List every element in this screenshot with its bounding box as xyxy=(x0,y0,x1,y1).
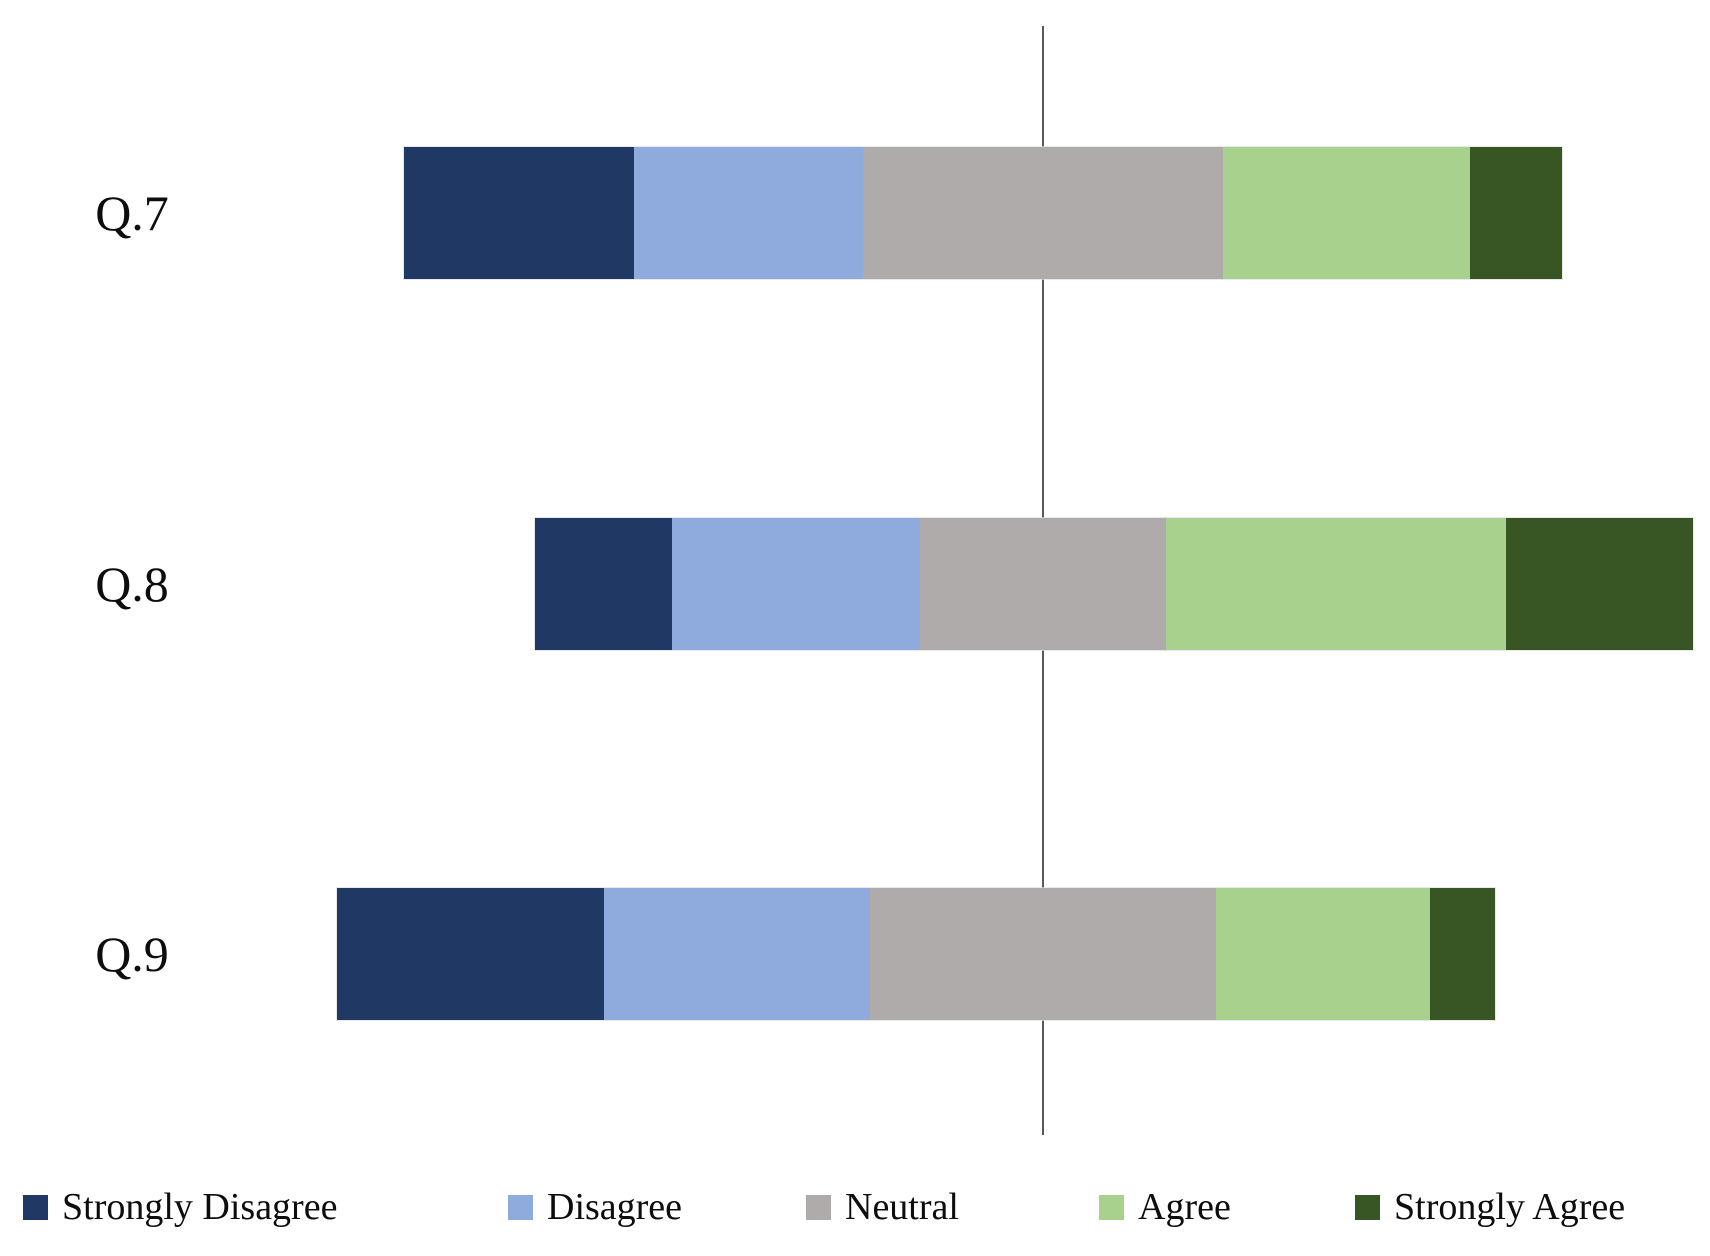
legend-item-agree: Agree xyxy=(1099,1181,1231,1233)
bar-row-q-9 xyxy=(335,887,1496,1021)
legend-item-disagree: Disagree xyxy=(508,1181,682,1233)
legend-label-strongly-agree: Strongly Agree xyxy=(1394,1186,1626,1228)
bar-segment-disagree xyxy=(604,888,871,1020)
bar-segment-agree xyxy=(1166,518,1506,650)
legend-swatch-neutral xyxy=(806,1194,831,1220)
bar-segment-neutral xyxy=(919,518,1167,650)
legend-label-agree: Agree xyxy=(1138,1186,1231,1228)
legend-swatch-agree xyxy=(1099,1194,1124,1220)
bar-segment-strongly-agree xyxy=(1429,888,1495,1020)
bar-segment-agree xyxy=(1223,147,1470,279)
bar-segment-neutral xyxy=(870,888,1216,1020)
legend-label-strongly-disagree: Strongly Disagree xyxy=(62,1186,338,1228)
bar-row-q-8 xyxy=(534,517,1695,651)
bar-segment-strongly-agree xyxy=(1505,518,1694,650)
legend-swatch-strongly-agree xyxy=(1355,1194,1380,1220)
category-label-q-8: Q.8 xyxy=(95,556,169,612)
bar-segment-strongly-disagree xyxy=(404,147,634,279)
bar-segment-strongly-disagree xyxy=(336,888,605,1020)
legend-item-strongly-agree: Strongly Agree xyxy=(1355,1181,1625,1233)
bar-segment-disagree xyxy=(633,147,863,279)
bar-segment-strongly-agree xyxy=(1469,147,1563,279)
legend-item-neutral: Neutral xyxy=(806,1181,959,1233)
bar-segment-disagree xyxy=(671,518,920,650)
legend-item-strongly-disagree: Strongly Disagree xyxy=(23,1181,337,1233)
bar-segment-agree xyxy=(1215,888,1430,1020)
legend-label-disagree: Disagree xyxy=(547,1186,683,1228)
bar-segment-neutral xyxy=(862,147,1224,279)
legend-swatch-disagree xyxy=(508,1194,533,1220)
bar-row-q-7 xyxy=(403,146,1564,280)
legend-label-neutral: Neutral xyxy=(845,1186,959,1228)
bar-segment-strongly-disagree xyxy=(535,518,672,650)
category-label-q-9: Q.9 xyxy=(95,926,169,982)
category-label-q-7: Q.7 xyxy=(95,185,169,241)
legend-swatch-strongly-disagree xyxy=(23,1194,48,1220)
